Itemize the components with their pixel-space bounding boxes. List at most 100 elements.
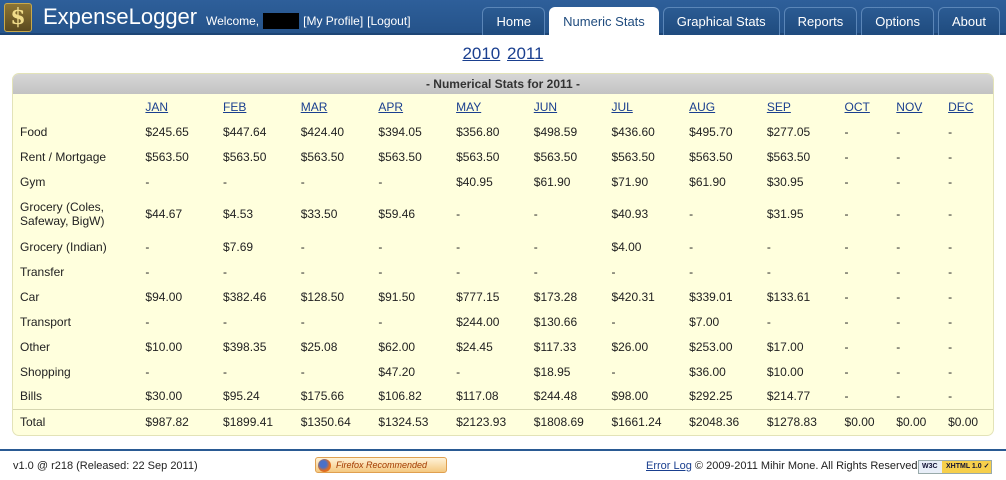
table-cell: - bbox=[456, 207, 461, 221]
table-cell: $563.50 bbox=[689, 149, 733, 164]
table-cell: $62.00 bbox=[378, 339, 416, 354]
table-cell: - bbox=[948, 207, 953, 221]
month-link-oct[interactable]: OCT bbox=[844, 99, 870, 114]
table-cell: $244.00 bbox=[456, 314, 500, 329]
table-cell: - bbox=[948, 239, 953, 254]
table-cell: $563.50 bbox=[300, 149, 345, 164]
month-link-feb[interactable]: FEB bbox=[223, 99, 247, 114]
table-cell: - bbox=[533, 239, 538, 254]
total-cell: $0.00 bbox=[941, 408, 993, 435]
month-header-jan: JAN bbox=[138, 94, 216, 119]
table-cell: $563.50 bbox=[766, 149, 811, 164]
table-cell: - bbox=[378, 264, 383, 279]
table-cell: - bbox=[689, 207, 694, 221]
table-cell: - bbox=[896, 389, 901, 404]
tab-options[interactable]: Options bbox=[861, 7, 935, 35]
table-cell: $277.05 bbox=[766, 124, 811, 139]
table-cell: $382.46 bbox=[223, 289, 267, 304]
app-logo-icon: $ bbox=[4, 3, 32, 32]
error-log-link[interactable]: Error Log bbox=[646, 460, 692, 472]
table-cell: - bbox=[689, 239, 694, 254]
month-link-dec[interactable]: DEC bbox=[948, 99, 974, 114]
month-link-jul[interactable]: JUL bbox=[611, 99, 633, 114]
table-cell: - bbox=[611, 264, 616, 279]
table-cell: $563.50 bbox=[378, 149, 422, 164]
table-cell: - bbox=[896, 314, 901, 329]
month-header-jun: JUN bbox=[527, 94, 605, 119]
table-cell: - bbox=[896, 124, 901, 139]
table-row: Grocery (Coles, Safeway, BigW) $44.67 $4.5… bbox=[13, 194, 993, 234]
firefox-recommended-badge[interactable]: Firefox Recommended bbox=[315, 457, 447, 473]
table-cell: $398.35 bbox=[223, 339, 267, 354]
month-link-apr[interactable]: APR bbox=[378, 99, 404, 114]
month-header-jul: JUL bbox=[604, 94, 682, 119]
table-cell: - bbox=[145, 174, 150, 189]
welcome-bar: Welcome, [My Profile] [Logout] bbox=[206, 13, 411, 29]
table-cell: - bbox=[948, 289, 953, 304]
table-cell: $339.01 bbox=[689, 289, 733, 304]
table-row: Bills $30.00 $95.24 $175.66 $106.82 $117.08 $2… bbox=[13, 384, 993, 409]
year-link-2011[interactable]: 2011 bbox=[507, 44, 544, 63]
month-link-jun[interactable]: JUN bbox=[533, 99, 558, 114]
table-cell: - bbox=[145, 264, 150, 279]
year-link-2010[interactable]: 2010 bbox=[462, 44, 501, 63]
month-link-sep[interactable]: SEP bbox=[766, 99, 791, 114]
table-cell: - bbox=[456, 264, 461, 279]
month-link-nov[interactable]: NOV bbox=[896, 99, 923, 114]
total-cell: $987.82 bbox=[138, 408, 217, 435]
month-link-jan[interactable]: JAN bbox=[145, 99, 169, 114]
category-label: Car bbox=[20, 289, 40, 304]
total-cell: $2048.36 bbox=[682, 408, 760, 435]
table-cell: - bbox=[300, 364, 305, 379]
w3c-badge-left: W3C bbox=[922, 463, 938, 470]
logout-link[interactable]: [Logout] bbox=[367, 14, 411, 28]
month-header-dec: DEC bbox=[941, 94, 993, 119]
table-cell: $30.00 bbox=[145, 389, 183, 404]
table-cell: - bbox=[948, 149, 953, 164]
table-cell: - bbox=[896, 289, 901, 304]
main-nav-tabs: Home Numeric Stats Graphical Stats Repor… bbox=[482, 7, 1000, 35]
welcome-text: Welcome, bbox=[206, 14, 260, 28]
table-cell: $214.77 bbox=[766, 389, 811, 404]
total-cell: $1661.24 bbox=[604, 408, 683, 435]
copyright-text: © 2009-2011 Mihir Mone. All Rights Reser… bbox=[694, 460, 921, 472]
table-cell: $17.00 bbox=[766, 339, 804, 354]
month-header-oct: OCT bbox=[838, 94, 890, 119]
table-cell: $61.90 bbox=[689, 174, 726, 189]
tab-about[interactable]: About bbox=[938, 7, 1000, 35]
total-row: Total $987.82 $1899.41 $1350.64 $1324.53 $212… bbox=[13, 408, 993, 435]
table-cell: $71.90 bbox=[611, 174, 649, 189]
table-cell: $292.25 bbox=[689, 389, 733, 404]
tab-numeric-stats[interactable]: Numeric Stats bbox=[549, 7, 659, 35]
table-cell: $36.00 bbox=[689, 364, 726, 379]
tab-home[interactable]: Home bbox=[482, 7, 546, 35]
table-cell: $7.69 bbox=[223, 239, 254, 254]
w3c-xhtml-badge[interactable]: W3C XHTML 1.0 ✓ bbox=[918, 460, 992, 474]
app-title: ExpenseLogger bbox=[43, 4, 198, 29]
table-cell: $91.50 bbox=[378, 289, 416, 304]
table-cell: $24.45 bbox=[456, 339, 493, 354]
month-header-mar: MAR bbox=[294, 94, 372, 119]
table-cell: - bbox=[844, 364, 849, 379]
month-link-may[interactable]: MAY bbox=[456, 99, 482, 114]
table-cell: $128.50 bbox=[300, 289, 345, 304]
table-row: Grocery (Indian) - $7.69 - - - - $4.00 - - - - - bbox=[13, 234, 993, 259]
table-cell: - bbox=[766, 314, 771, 329]
tab-reports[interactable]: Reports bbox=[783, 7, 858, 35]
month-link-aug[interactable]: AUG bbox=[689, 99, 716, 114]
table-cell: - bbox=[300, 239, 305, 254]
table-cell: - bbox=[223, 314, 228, 329]
month-link-mar[interactable]: MAR bbox=[300, 99, 328, 114]
table-cell: - bbox=[948, 124, 953, 139]
table-cell: - bbox=[223, 174, 228, 189]
table-cell: $33.50 bbox=[300, 207, 338, 221]
table-cell: $18.95 bbox=[533, 364, 571, 379]
table-cell: $498.59 bbox=[533, 124, 578, 139]
table-cell: - bbox=[896, 339, 901, 354]
my-profile-link[interactable]: [My Profile] bbox=[303, 14, 364, 28]
tab-graphical-stats[interactable]: Graphical Stats bbox=[662, 7, 780, 35]
table-cell: - bbox=[533, 207, 538, 221]
table-row: Shopping - - - $47.20 - $18.95 - $36.00 $10.00 - - - bbox=[13, 359, 993, 384]
table-cell: $10.00 bbox=[145, 339, 183, 354]
table-cell: $30.95 bbox=[766, 174, 804, 189]
